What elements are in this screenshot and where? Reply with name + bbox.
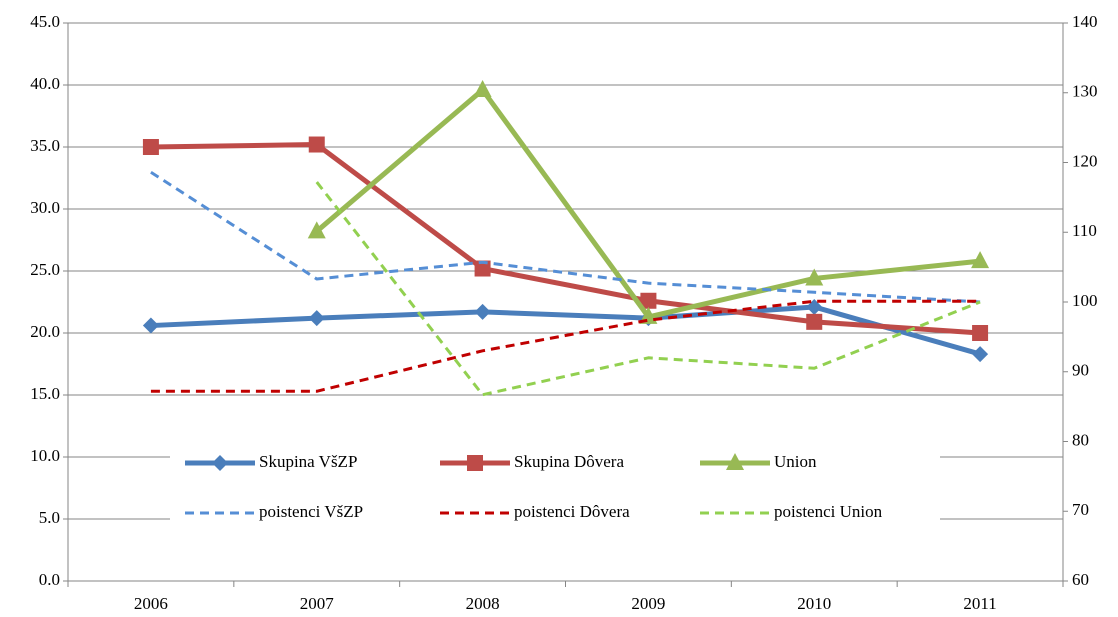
y-tick-label: 10.0 xyxy=(30,446,60,465)
legend-box xyxy=(170,445,940,541)
series-line xyxy=(150,304,981,357)
y-tick-label: 5.0 xyxy=(39,508,60,527)
y-tick-label: 40.0 xyxy=(30,74,60,93)
series-line xyxy=(315,181,981,397)
y2-tick-label: 130 xyxy=(1072,82,1098,101)
y-tick-label: 20.0 xyxy=(30,322,60,341)
legend-item: poistenci Dôvera xyxy=(440,502,630,521)
marker xyxy=(972,346,989,363)
marker xyxy=(308,136,325,153)
y2-tick-label: 140 xyxy=(1072,12,1098,31)
marker xyxy=(474,260,491,277)
series-line xyxy=(150,142,981,336)
legend-label: Skupina Dôvera xyxy=(514,452,624,471)
y-tick-label: 25.0 xyxy=(30,260,60,279)
marker xyxy=(805,268,824,286)
y2-tick-label: 110 xyxy=(1072,221,1097,240)
marker xyxy=(473,79,492,97)
legend-label: poistenci Dôvera xyxy=(514,502,630,521)
y2-tick-label: 100 xyxy=(1072,291,1098,310)
y-tick-label: 45.0 xyxy=(30,12,60,31)
marker xyxy=(467,455,483,471)
marker xyxy=(142,139,159,155)
x-tick-label: 2009 xyxy=(631,594,665,613)
y2-tick-label: 120 xyxy=(1072,151,1098,170)
legend-item: poistenci Union xyxy=(700,502,883,521)
y2-tick-label: 90 xyxy=(1072,361,1089,380)
legend: Skupina VšZP Skupina Dôvera Union poistenci… xyxy=(170,445,940,541)
y-tick-label: 15.0 xyxy=(30,384,60,403)
marker xyxy=(640,292,657,309)
marker xyxy=(971,251,990,269)
y2-tick-label: 80 xyxy=(1072,430,1089,449)
legend-item: Skupina VšZP xyxy=(185,452,357,471)
legend-item: Union xyxy=(700,452,817,471)
legend-label: Skupina VšZP xyxy=(259,452,357,471)
series-line xyxy=(150,171,981,304)
marker xyxy=(806,313,823,330)
marker xyxy=(474,303,491,320)
y2-tick-label: 70 xyxy=(1072,500,1089,519)
legend-label: poistenci VšZP xyxy=(259,502,363,521)
x-tick-label: 2011 xyxy=(963,594,996,613)
marker xyxy=(307,221,326,239)
marker xyxy=(972,325,989,341)
series-line xyxy=(150,299,981,393)
legend-item: poistenci VšZP xyxy=(185,502,363,521)
x-tick-label: 2010 xyxy=(797,594,831,613)
marker xyxy=(726,453,744,470)
legend-label: Union xyxy=(774,452,817,471)
marker xyxy=(142,317,159,334)
y2-tick-label: 60 xyxy=(1072,570,1089,589)
y-tick-label: 35.0 xyxy=(30,136,60,155)
x-tick-label: 2007 xyxy=(300,594,335,613)
x-tick-label: 2008 xyxy=(466,594,500,613)
x-tick-label: 2006 xyxy=(134,594,168,613)
y-tick-label: 30.0 xyxy=(30,198,60,217)
y-tick-label: 0.0 xyxy=(39,570,60,589)
marker xyxy=(308,310,325,327)
legend-item: Skupina Dôvera xyxy=(440,452,624,471)
legend-label: poistenci Union xyxy=(774,502,883,521)
marker xyxy=(212,455,228,471)
